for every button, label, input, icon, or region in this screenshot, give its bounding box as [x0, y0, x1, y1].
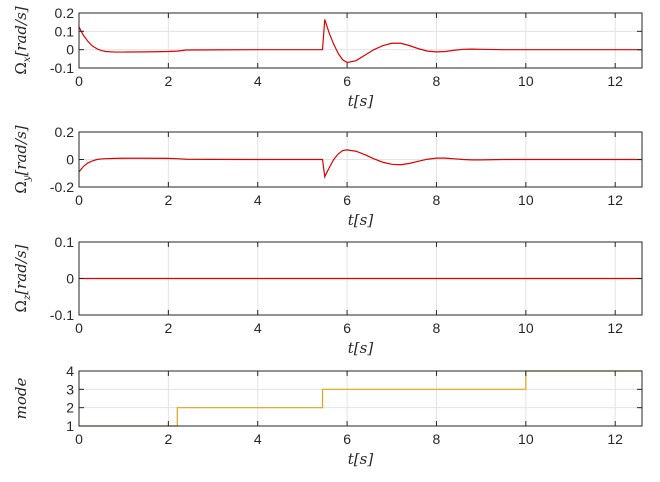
x-tick-label: 10: [518, 431, 534, 447]
y-tick-label: 0.2: [55, 124, 75, 140]
x-tick-label: 6: [343, 320, 351, 336]
x-axis-label-1: t[s]: [348, 92, 374, 110]
x-tick-label: 4: [254, 431, 262, 447]
x-axis-label-3: t[s]: [348, 339, 374, 357]
plot-area-4: [78, 370, 643, 427]
x-tick-label: 6: [343, 431, 351, 447]
x-tick-label: 0: [75, 431, 83, 447]
x-tick-label: 12: [607, 192, 623, 208]
x-tick-label: 12: [607, 320, 623, 336]
y-tick-label: 3: [66, 381, 74, 397]
y-axis-label-3: Ωz[rad/s]: [12, 244, 33, 312]
x-tick-label: 2: [164, 73, 172, 89]
y-tick-label: 4: [66, 363, 74, 379]
series-line-2: [78, 149, 642, 179]
x-tick-label: 4: [254, 320, 262, 336]
x-tick-label: 0: [75, 192, 83, 208]
y-tick-label: -0.1: [50, 60, 74, 76]
y-tick-label: -0.1: [50, 307, 74, 323]
x-tick-label: 8: [433, 320, 441, 336]
x-tick-label: 10: [518, 320, 534, 336]
x-tick-label: 10: [518, 73, 534, 89]
x-axis-label-4: t[s]: [348, 450, 374, 468]
y-tick-label: 0: [66, 152, 74, 168]
y-tick-label: 0: [66, 42, 74, 58]
y-axis-label-1: Ωx[rad/s]: [12, 6, 33, 74]
y-tick-label: 0.2: [55, 5, 75, 21]
subplot-3: 0 2 4 6 8 10 12-0.100.1: [50, 234, 643, 336]
x-tick-label: 2: [164, 192, 172, 208]
x-axis-label-2: t[s]: [348, 211, 374, 229]
y-tick-label: 0: [66, 271, 74, 287]
plot-area-1: [78, 12, 643, 69]
x-tick-label: 6: [343, 192, 351, 208]
x-tick-label: 4: [254, 192, 262, 208]
x-tick-label: 8: [433, 192, 441, 208]
x-tick-label: 0: [75, 73, 83, 89]
x-tick-label: 8: [433, 73, 441, 89]
x-tick-label: 12: [607, 431, 623, 447]
x-tick-label: 12: [607, 73, 623, 89]
x-tick-label: 0: [75, 320, 83, 336]
y-tick-label: 2: [66, 400, 74, 416]
y-tick-label: 0.1: [55, 23, 75, 39]
x-tick-label: 2: [164, 431, 172, 447]
y-tick-label: 1: [66, 418, 74, 434]
x-tick-label: 8: [433, 431, 441, 447]
axis-frame-4: [78, 370, 643, 427]
x-tick-label: 10: [518, 192, 534, 208]
y-tick-label: -0.2: [50, 179, 74, 195]
y-axis-label-2: Ωy[rad/s]: [12, 125, 33, 193]
x-tick-label: 6: [343, 73, 351, 89]
series-line-1: [78, 19, 642, 64]
subplot-1: 0 2 4 6 8 10 12-0.100.10.2: [50, 5, 643, 89]
y-axis-label-4: mode: [12, 378, 30, 420]
x-tick-label: 4: [254, 73, 262, 89]
x-tick-label: 2: [164, 320, 172, 336]
subplot-2: 0 2 4 6 8 10 12-0.200.2: [50, 124, 643, 208]
axis-frame-1: [78, 12, 643, 69]
y-tick-label: 0.1: [55, 234, 75, 250]
